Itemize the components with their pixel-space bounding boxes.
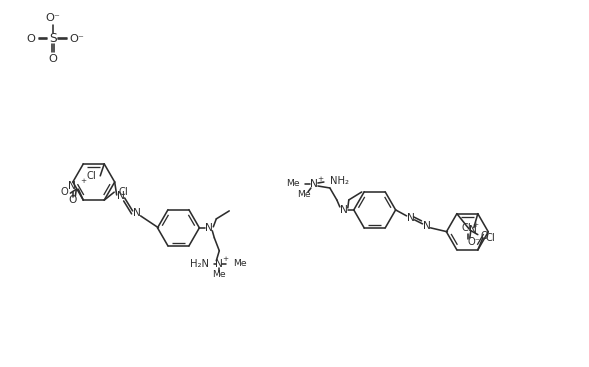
Text: Me: Me [233,259,247,268]
Text: O: O [68,195,77,205]
Text: N: N [340,205,348,215]
Text: O: O [48,54,57,65]
Text: NH₂: NH₂ [330,176,349,186]
Text: Cl: Cl [118,187,128,197]
Text: S: S [49,32,57,45]
Text: N: N [469,225,477,235]
Text: N: N [216,259,223,269]
Text: +: + [222,256,229,262]
Text: O: O [61,187,68,197]
Text: N: N [206,223,213,233]
Text: N: N [133,208,141,218]
Text: H₂N: H₂N [190,259,209,269]
Text: O⁻: O⁻ [45,12,60,23]
Text: O⁻: O⁻ [468,237,481,247]
Text: O: O [481,230,488,241]
Text: +: + [80,178,87,184]
Text: N: N [422,221,431,231]
Text: N: N [68,181,77,191]
Text: +: + [472,222,478,228]
Text: Me: Me [286,179,300,189]
Text: +: + [317,176,323,182]
Text: N: N [117,191,125,201]
Text: Me: Me [213,270,226,279]
Text: O⁻: O⁻ [70,33,84,44]
Text: O: O [27,33,35,44]
Text: N: N [406,213,415,223]
Text: Me: Me [297,190,311,199]
Text: Cl: Cl [87,171,96,181]
Text: Cl: Cl [486,233,495,243]
Text: Cl: Cl [461,223,471,233]
Text: N: N [310,179,318,189]
